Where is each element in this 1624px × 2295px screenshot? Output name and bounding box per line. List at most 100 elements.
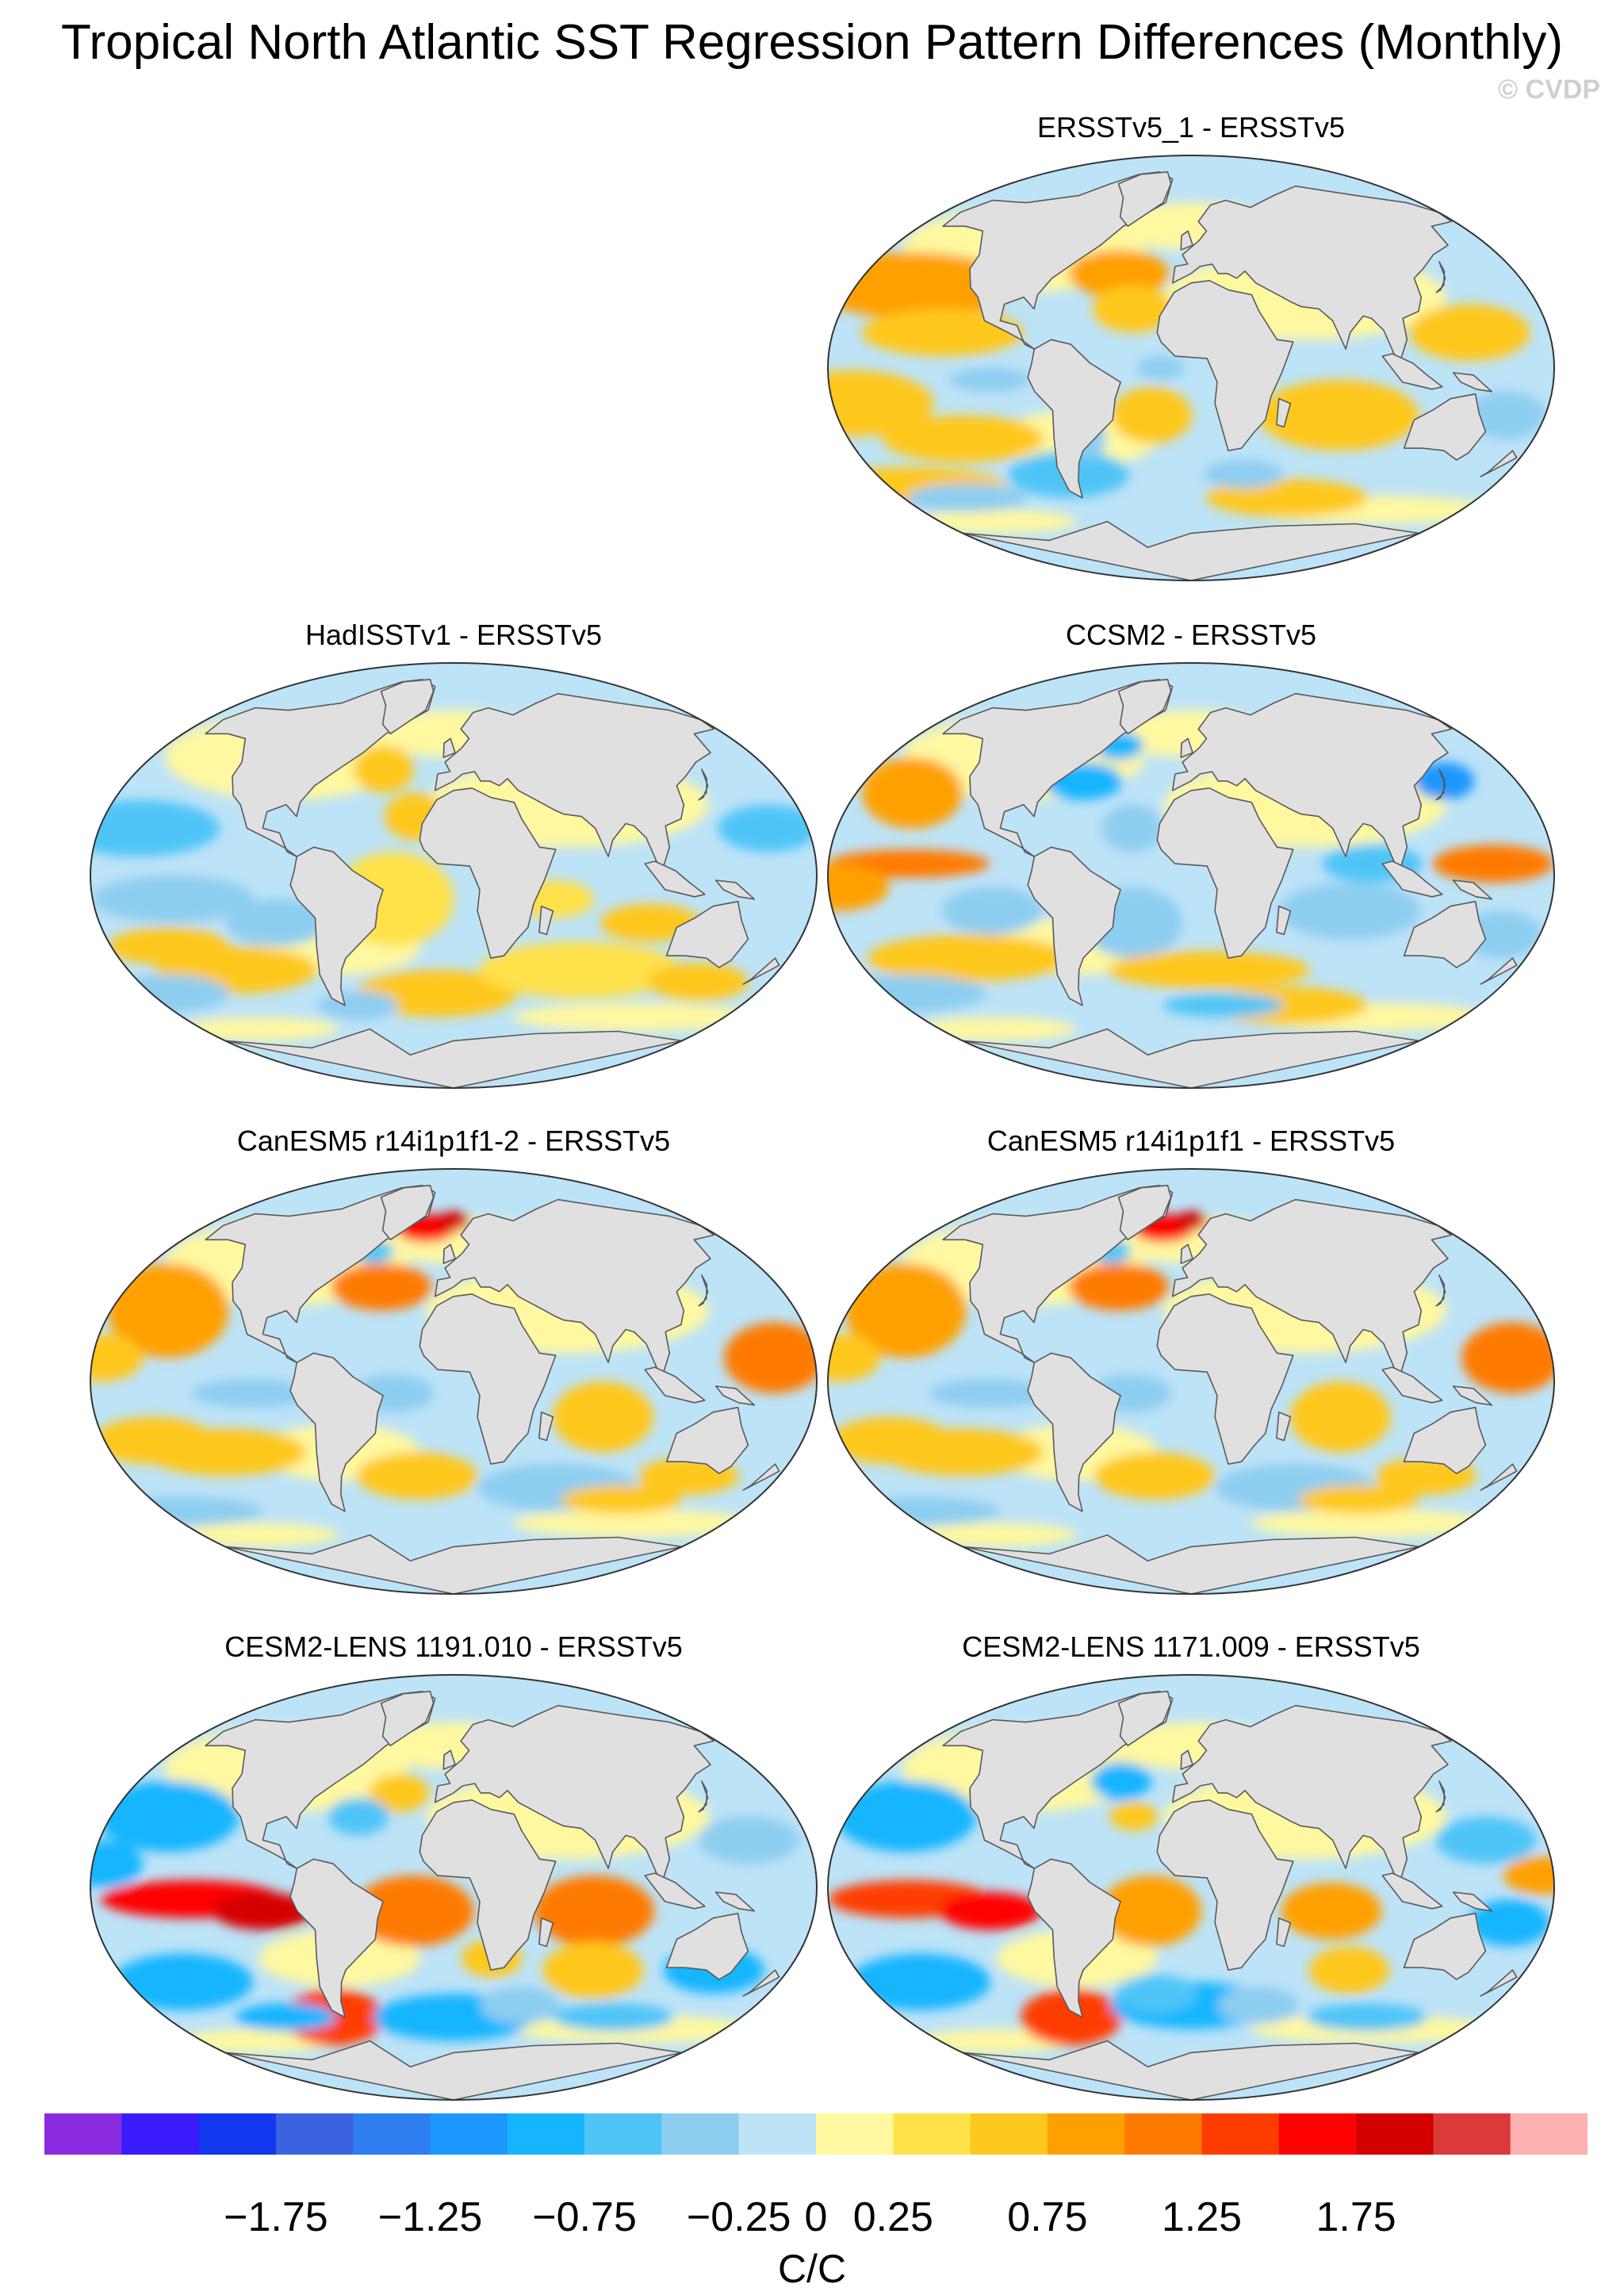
anomaly-region — [1503, 1856, 1554, 1895]
land-mass — [1027, 1858, 1121, 2018]
land-mass — [1117, 1690, 1172, 1747]
land-mass — [1452, 372, 1493, 393]
colorbar-swatch — [584, 2113, 662, 2155]
colorbar-swatch — [1047, 2113, 1125, 2155]
land-mass — [538, 905, 554, 936]
panel-title: CCSM2 - ERSSTv5 — [1065, 619, 1317, 651]
anomaly-region — [1250, 1508, 1493, 1538]
land-mass — [665, 900, 749, 968]
land-mass — [962, 2040, 1420, 2100]
anomaly-region — [561, 1485, 682, 1514]
land-mass — [442, 1749, 456, 1770]
anomaly-region — [914, 509, 1077, 534]
colorbar-tick-label: 0 — [804, 2194, 828, 2240]
colorbar-tick-label: −0.75 — [532, 2194, 637, 2240]
land-mass — [1381, 1872, 1443, 1910]
anomaly-region — [1289, 1381, 1391, 1453]
anomaly-region — [369, 1774, 430, 1812]
anomaly-region — [512, 1002, 756, 1032]
world-map-plot — [827, 662, 1555, 1089]
anomaly-region — [327, 1797, 389, 1836]
land-mass — [698, 1274, 709, 1307]
anomaly-region — [226, 898, 327, 947]
anomaly-region — [647, 963, 749, 1001]
colorbar-units-label: C/C — [777, 2247, 847, 2291]
colorbar-swatch — [1510, 2113, 1588, 2155]
anomaly-region — [1258, 379, 1419, 451]
land-mass — [434, 1704, 715, 1886]
anomaly-region — [1461, 910, 1542, 959]
anomaly-region — [1136, 356, 1185, 380]
colorbar-swatch — [1433, 2113, 1511, 2155]
anomaly-region — [107, 927, 229, 966]
land-mass — [1403, 1912, 1487, 1980]
land-mass — [1171, 1704, 1453, 1886]
map-panel-erssst5-1: ERSSTv5_1 - ERSSTv5 — [823, 111, 1559, 619]
anomaly-region — [1281, 1883, 1382, 1940]
land-mass — [714, 1385, 756, 1406]
land-mass — [665, 1406, 749, 1474]
anomaly-region — [845, 1263, 967, 1358]
land-mass — [1403, 900, 1487, 968]
anomaly-region — [1116, 1975, 1197, 2013]
land-mass — [644, 1872, 706, 1910]
anomaly-region — [941, 887, 1043, 935]
anomaly-region — [867, 934, 1069, 982]
land-mass — [1117, 1184, 1172, 1241]
anomaly-region — [331, 1263, 432, 1311]
land-mass — [644, 860, 706, 898]
anomaly-region — [1092, 285, 1174, 333]
anomaly-region — [1203, 460, 1284, 489]
land-mass — [380, 678, 435, 735]
colorbar-swatch — [275, 2113, 354, 2155]
land-mass — [698, 1780, 709, 1813]
anomaly-region — [1408, 304, 1530, 362]
map-border — [90, 1168, 818, 1595]
land-mass — [380, 1690, 435, 1747]
land-mass — [1171, 185, 1453, 366]
panel-title: CESM2-LENS 1171.009 - ERSSTv5 — [962, 1630, 1420, 1663]
land-mass — [1156, 1293, 1294, 1466]
land-mass — [419, 787, 557, 960]
map-panel-hadisst: HadISSTv1 - ERSSTv5 — [86, 619, 822, 1126]
colorbar-swatch — [970, 2113, 1048, 2155]
anomaly-region — [101, 1496, 263, 1526]
land-mass — [1435, 261, 1446, 293]
land-mass — [1180, 1749, 1193, 1770]
anomaly-region — [723, 1322, 817, 1393]
land-mass — [224, 1028, 683, 1088]
anomaly-region — [177, 1017, 339, 1041]
anomaly-region — [479, 941, 681, 998]
anomaly-region — [1109, 1802, 1159, 1831]
anomaly-region — [882, 415, 1044, 463]
anomaly-region — [1206, 478, 1368, 517]
map-panel-canesm5-2: CanESM5 r14i1p1f1-2 - ERSSTv5 — [86, 1125, 822, 1632]
land-mass — [665, 1912, 749, 1980]
land-mass — [1180, 1243, 1193, 1264]
land-mass — [380, 1184, 435, 1241]
land-mass — [538, 1411, 554, 1442]
land-mass — [1403, 1406, 1487, 1474]
colorbar-swatch — [1356, 2113, 1434, 2155]
anomaly-region — [1217, 1987, 1299, 2025]
figure-title: Tropical North Atlantic SST Regression P… — [60, 15, 1564, 70]
land-mass — [289, 1352, 384, 1512]
colorbar-swatch — [507, 2113, 585, 2155]
anomaly-region — [92, 1416, 214, 1465]
world-map-plot — [90, 662, 818, 1089]
anomaly-region — [191, 1379, 313, 1408]
anomaly-region — [1461, 1322, 1554, 1393]
anomaly-region — [835, 1781, 977, 1852]
land-mass — [442, 1243, 456, 1264]
map-panel-ccsm2: CCSM2 - ERSSTv5 — [823, 619, 1559, 1126]
land-mass — [1480, 1463, 1518, 1491]
anomaly-region — [1279, 882, 1421, 940]
land-mass — [1480, 957, 1518, 985]
land-mass — [1180, 738, 1193, 758]
anomaly-region — [1111, 386, 1193, 444]
land-mass — [1435, 1780, 1446, 1813]
panel-title: HadISSTv1 - ERSSTv5 — [304, 619, 603, 651]
anomaly-region — [929, 1379, 1051, 1408]
anomaly-region — [1432, 845, 1554, 883]
anomaly-region — [1094, 1452, 1216, 1500]
